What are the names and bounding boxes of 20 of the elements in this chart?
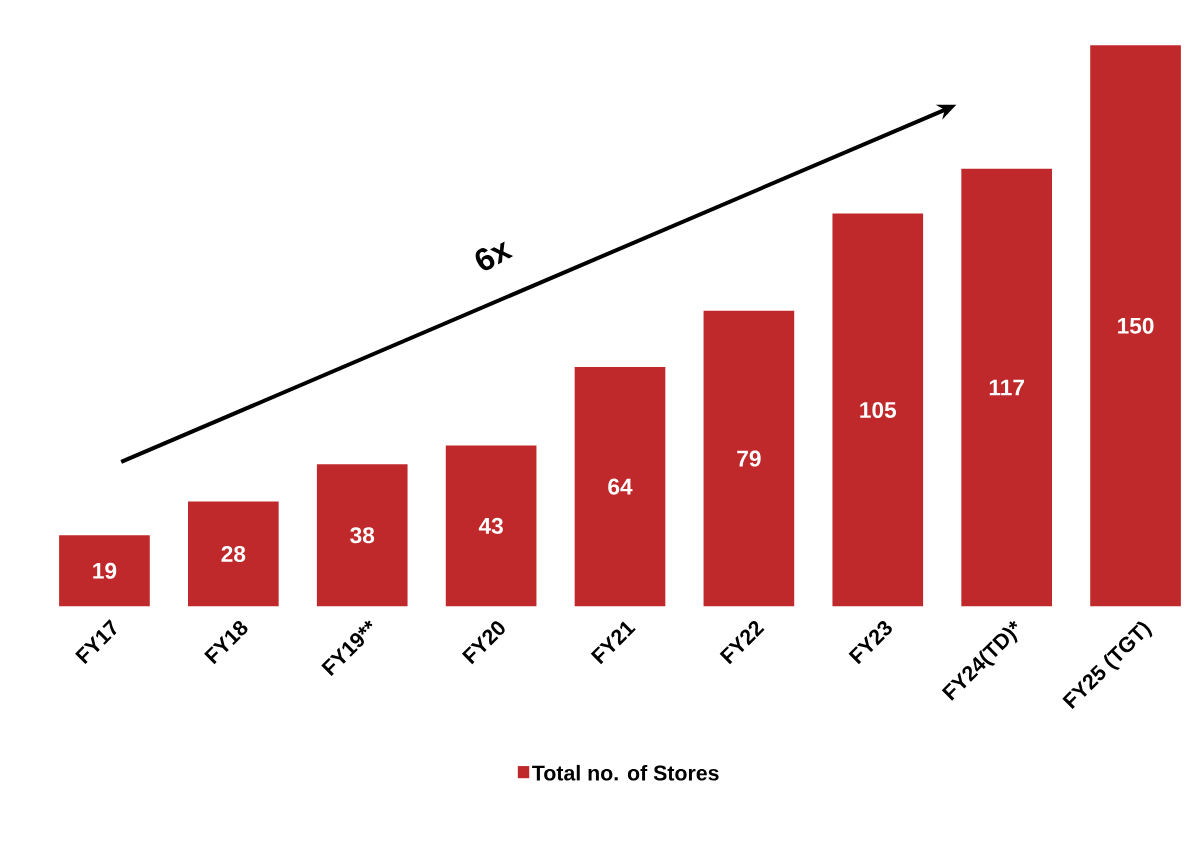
bar	[445, 445, 537, 607]
bar	[188, 501, 279, 607]
bar	[832, 213, 924, 607]
data-label: 79	[737, 450, 761, 467]
bar	[1090, 45, 1181, 607]
bar	[59, 535, 150, 607]
data-label: 150	[1118, 317, 1154, 334]
bar	[703, 310, 795, 607]
data-label: 105	[860, 401, 897, 418]
bar	[961, 168, 1052, 607]
data-label: 43	[478, 517, 503, 534]
data-label: 38	[350, 527, 375, 544]
data-label: 28	[221, 545, 246, 562]
data-label: 19	[93, 562, 117, 579]
legend-label: Total no. of Stores	[532, 764, 719, 781]
data-label: 64	[608, 478, 633, 495]
annotation: 6x	[475, 241, 514, 271]
bar	[316, 464, 408, 607]
data-label: 117	[989, 379, 1024, 396]
bar	[574, 366, 666, 607]
